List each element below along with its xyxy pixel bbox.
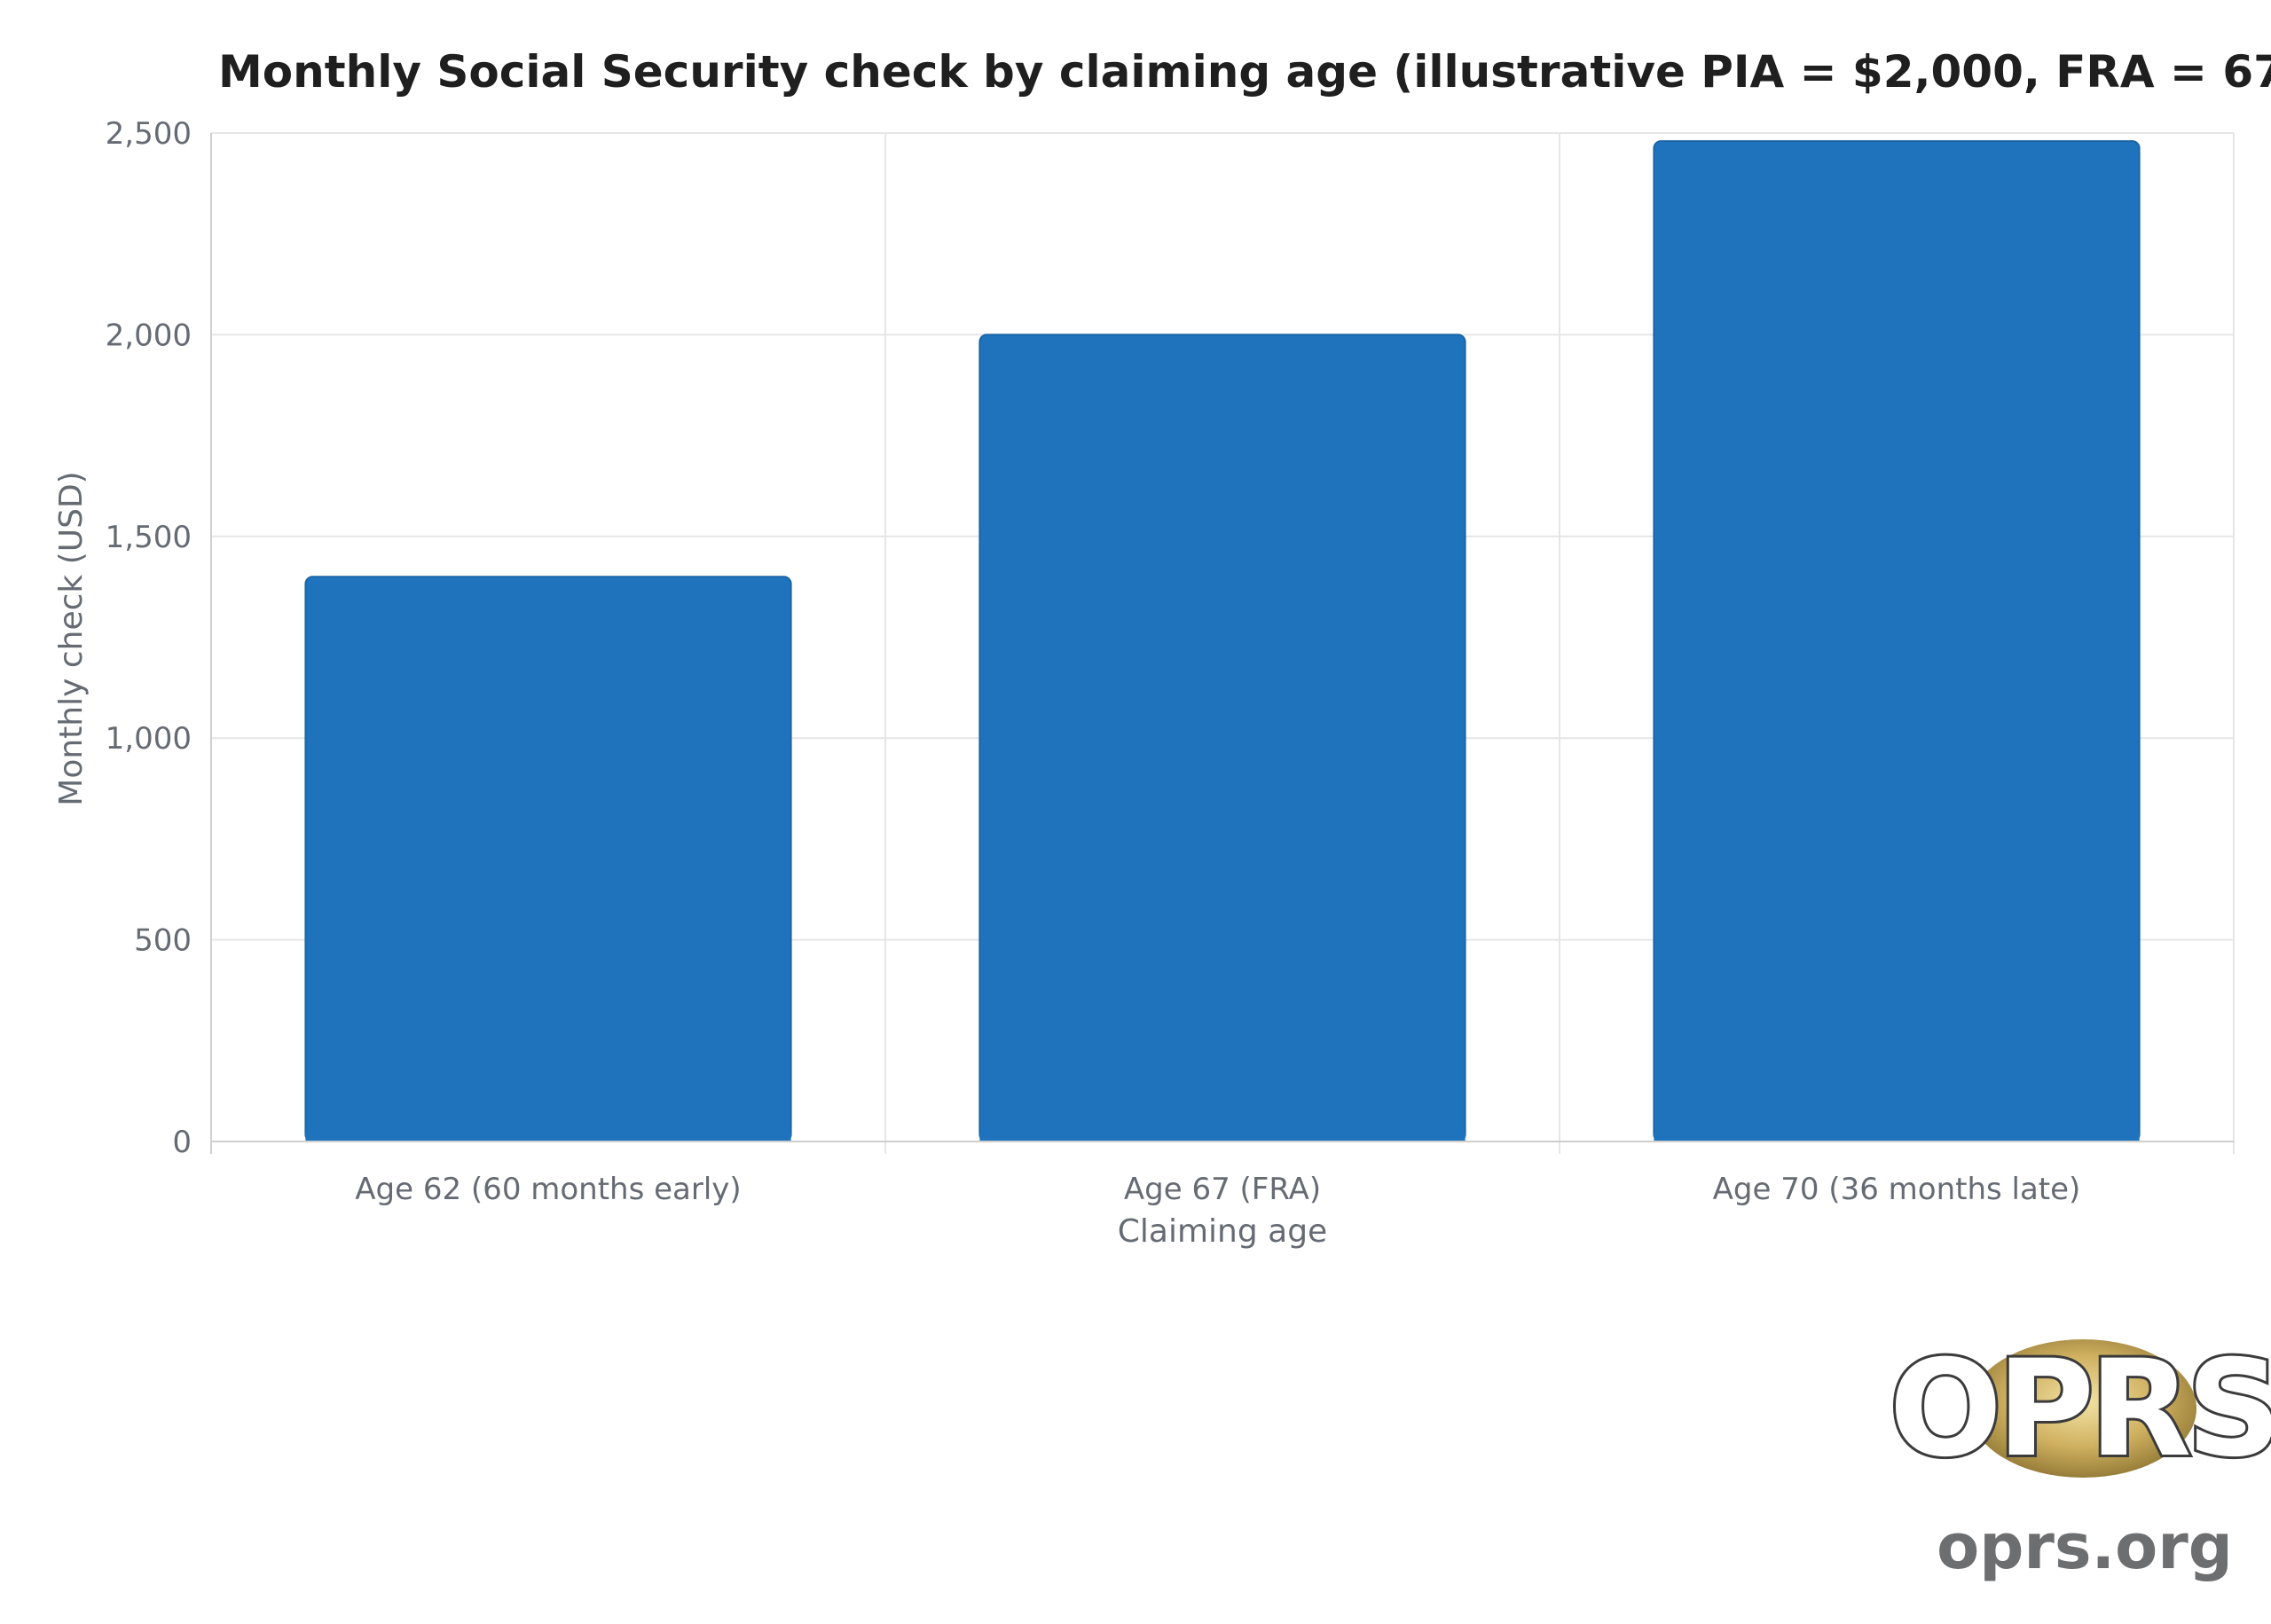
site-url: oprs.org [1937, 1510, 2233, 1583]
y-tick-labels: 0 500 1,000 1,500 2,000 2,500 [106, 116, 192, 1160]
y-axis-label: Monthly check (USD) [53, 471, 90, 805]
x-tick-label: Age 62 (60 months early) [355, 1172, 741, 1207]
y-tick-label: 1,500 [106, 520, 192, 555]
bar-base [1654, 1133, 2140, 1142]
bars [304, 140, 2141, 1143]
x-tick-label: Age 70 (36 months late) [1713, 1172, 2081, 1207]
chart-title: Monthly Social Security check by claimin… [218, 46, 2271, 98]
x-axis-label: Claiming age [1118, 1213, 1327, 1250]
x-tick-labels: Age 62 (60 months early) Age 67 (FRA) Age … [355, 1172, 2080, 1207]
bar [978, 333, 1466, 1142]
y-tick-label: 1,000 [106, 721, 192, 757]
bar [1653, 140, 2141, 1143]
bar-base [979, 1133, 1466, 1142]
bar-base [305, 1133, 791, 1142]
oprs-logo: OPRS oprs.org [1887, 1330, 2271, 1583]
y-tick-label: 2,500 [106, 116, 192, 152]
bar [304, 576, 792, 1142]
y-tick-label: 2,000 [106, 318, 192, 353]
x-tick-label: Age 67 (FRA) [1124, 1172, 1321, 1207]
logo-text: OPRS [1890, 1332, 2271, 1487]
gold-seal-icon [1969, 1339, 2196, 1478]
y-tick-label: 0 [172, 1125, 192, 1160]
y-tick-label: 500 [134, 923, 192, 959]
